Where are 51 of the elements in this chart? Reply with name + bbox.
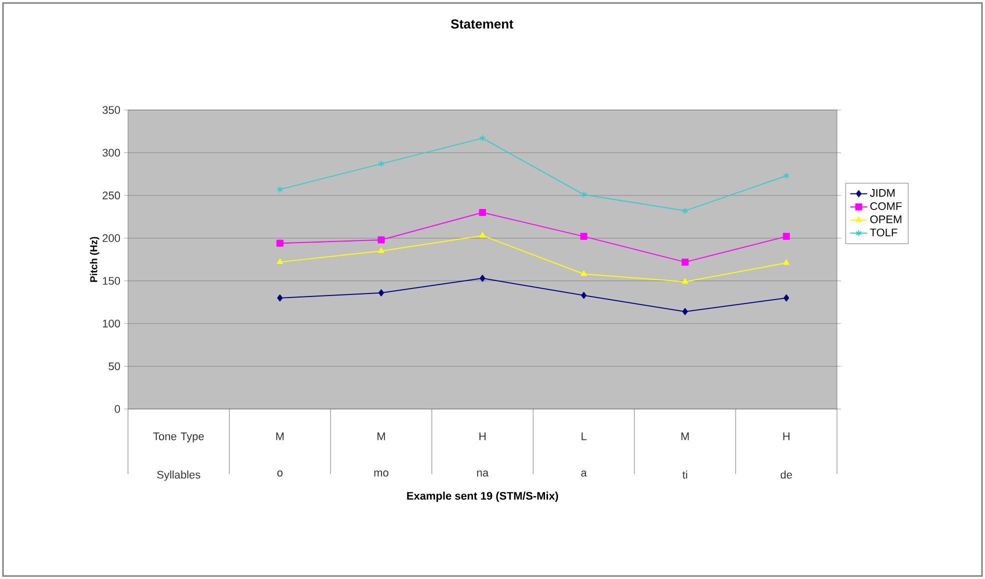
point xyxy=(783,259,790,265)
point xyxy=(276,240,284,247)
point xyxy=(784,294,790,302)
y-tick-label: 350 xyxy=(102,106,120,114)
point xyxy=(276,258,284,264)
point xyxy=(479,209,486,216)
point xyxy=(479,134,486,142)
point xyxy=(378,247,384,253)
point xyxy=(682,308,688,316)
point xyxy=(782,232,790,240)
point xyxy=(378,289,384,296)
y-tick-label: 0 xyxy=(114,405,120,413)
y-tick-label: 200 xyxy=(102,234,120,242)
text: L xyxy=(582,432,586,440)
x-tick-label: Syllables xyxy=(157,470,200,481)
point xyxy=(378,160,384,168)
point xyxy=(581,292,587,299)
y-tick-label: 250 xyxy=(102,192,120,200)
y-tick-label: 150 xyxy=(102,276,120,285)
text: H xyxy=(783,432,790,440)
point xyxy=(480,274,486,282)
legend-label: OPEM xyxy=(870,215,902,224)
text: M xyxy=(681,432,689,440)
text: Tone Type xyxy=(153,432,204,442)
point xyxy=(682,207,688,214)
x-tick-label: a xyxy=(581,470,587,477)
point xyxy=(682,278,688,284)
x-tick-label: na xyxy=(477,470,489,477)
point xyxy=(378,236,385,244)
x-tick-label: ti xyxy=(682,470,688,479)
point xyxy=(580,232,588,240)
x-tick-label: de xyxy=(780,470,792,479)
x-tick-label: mo xyxy=(374,470,388,477)
point xyxy=(479,232,486,238)
point xyxy=(277,294,283,302)
text: H xyxy=(479,432,486,440)
y-tick-label: 300 xyxy=(102,148,120,157)
x-tick-label: o xyxy=(277,470,283,477)
legend-label: TOLF xyxy=(870,228,898,236)
legend-label: JIDM xyxy=(870,189,895,197)
point xyxy=(682,258,689,266)
x-axis-title: Example sent 19 (STM/S-Mix) xyxy=(407,492,558,502)
y-tick-label: 100 xyxy=(102,320,120,328)
text: M xyxy=(378,432,385,440)
legend-label: COMF xyxy=(870,202,902,210)
y-axis-title: Pitch (Hz) xyxy=(90,236,100,282)
chart-title: Statement xyxy=(450,19,514,29)
point xyxy=(580,270,587,276)
point xyxy=(580,191,587,198)
text: M xyxy=(276,432,284,440)
y-tick-label: 50 xyxy=(108,362,120,370)
